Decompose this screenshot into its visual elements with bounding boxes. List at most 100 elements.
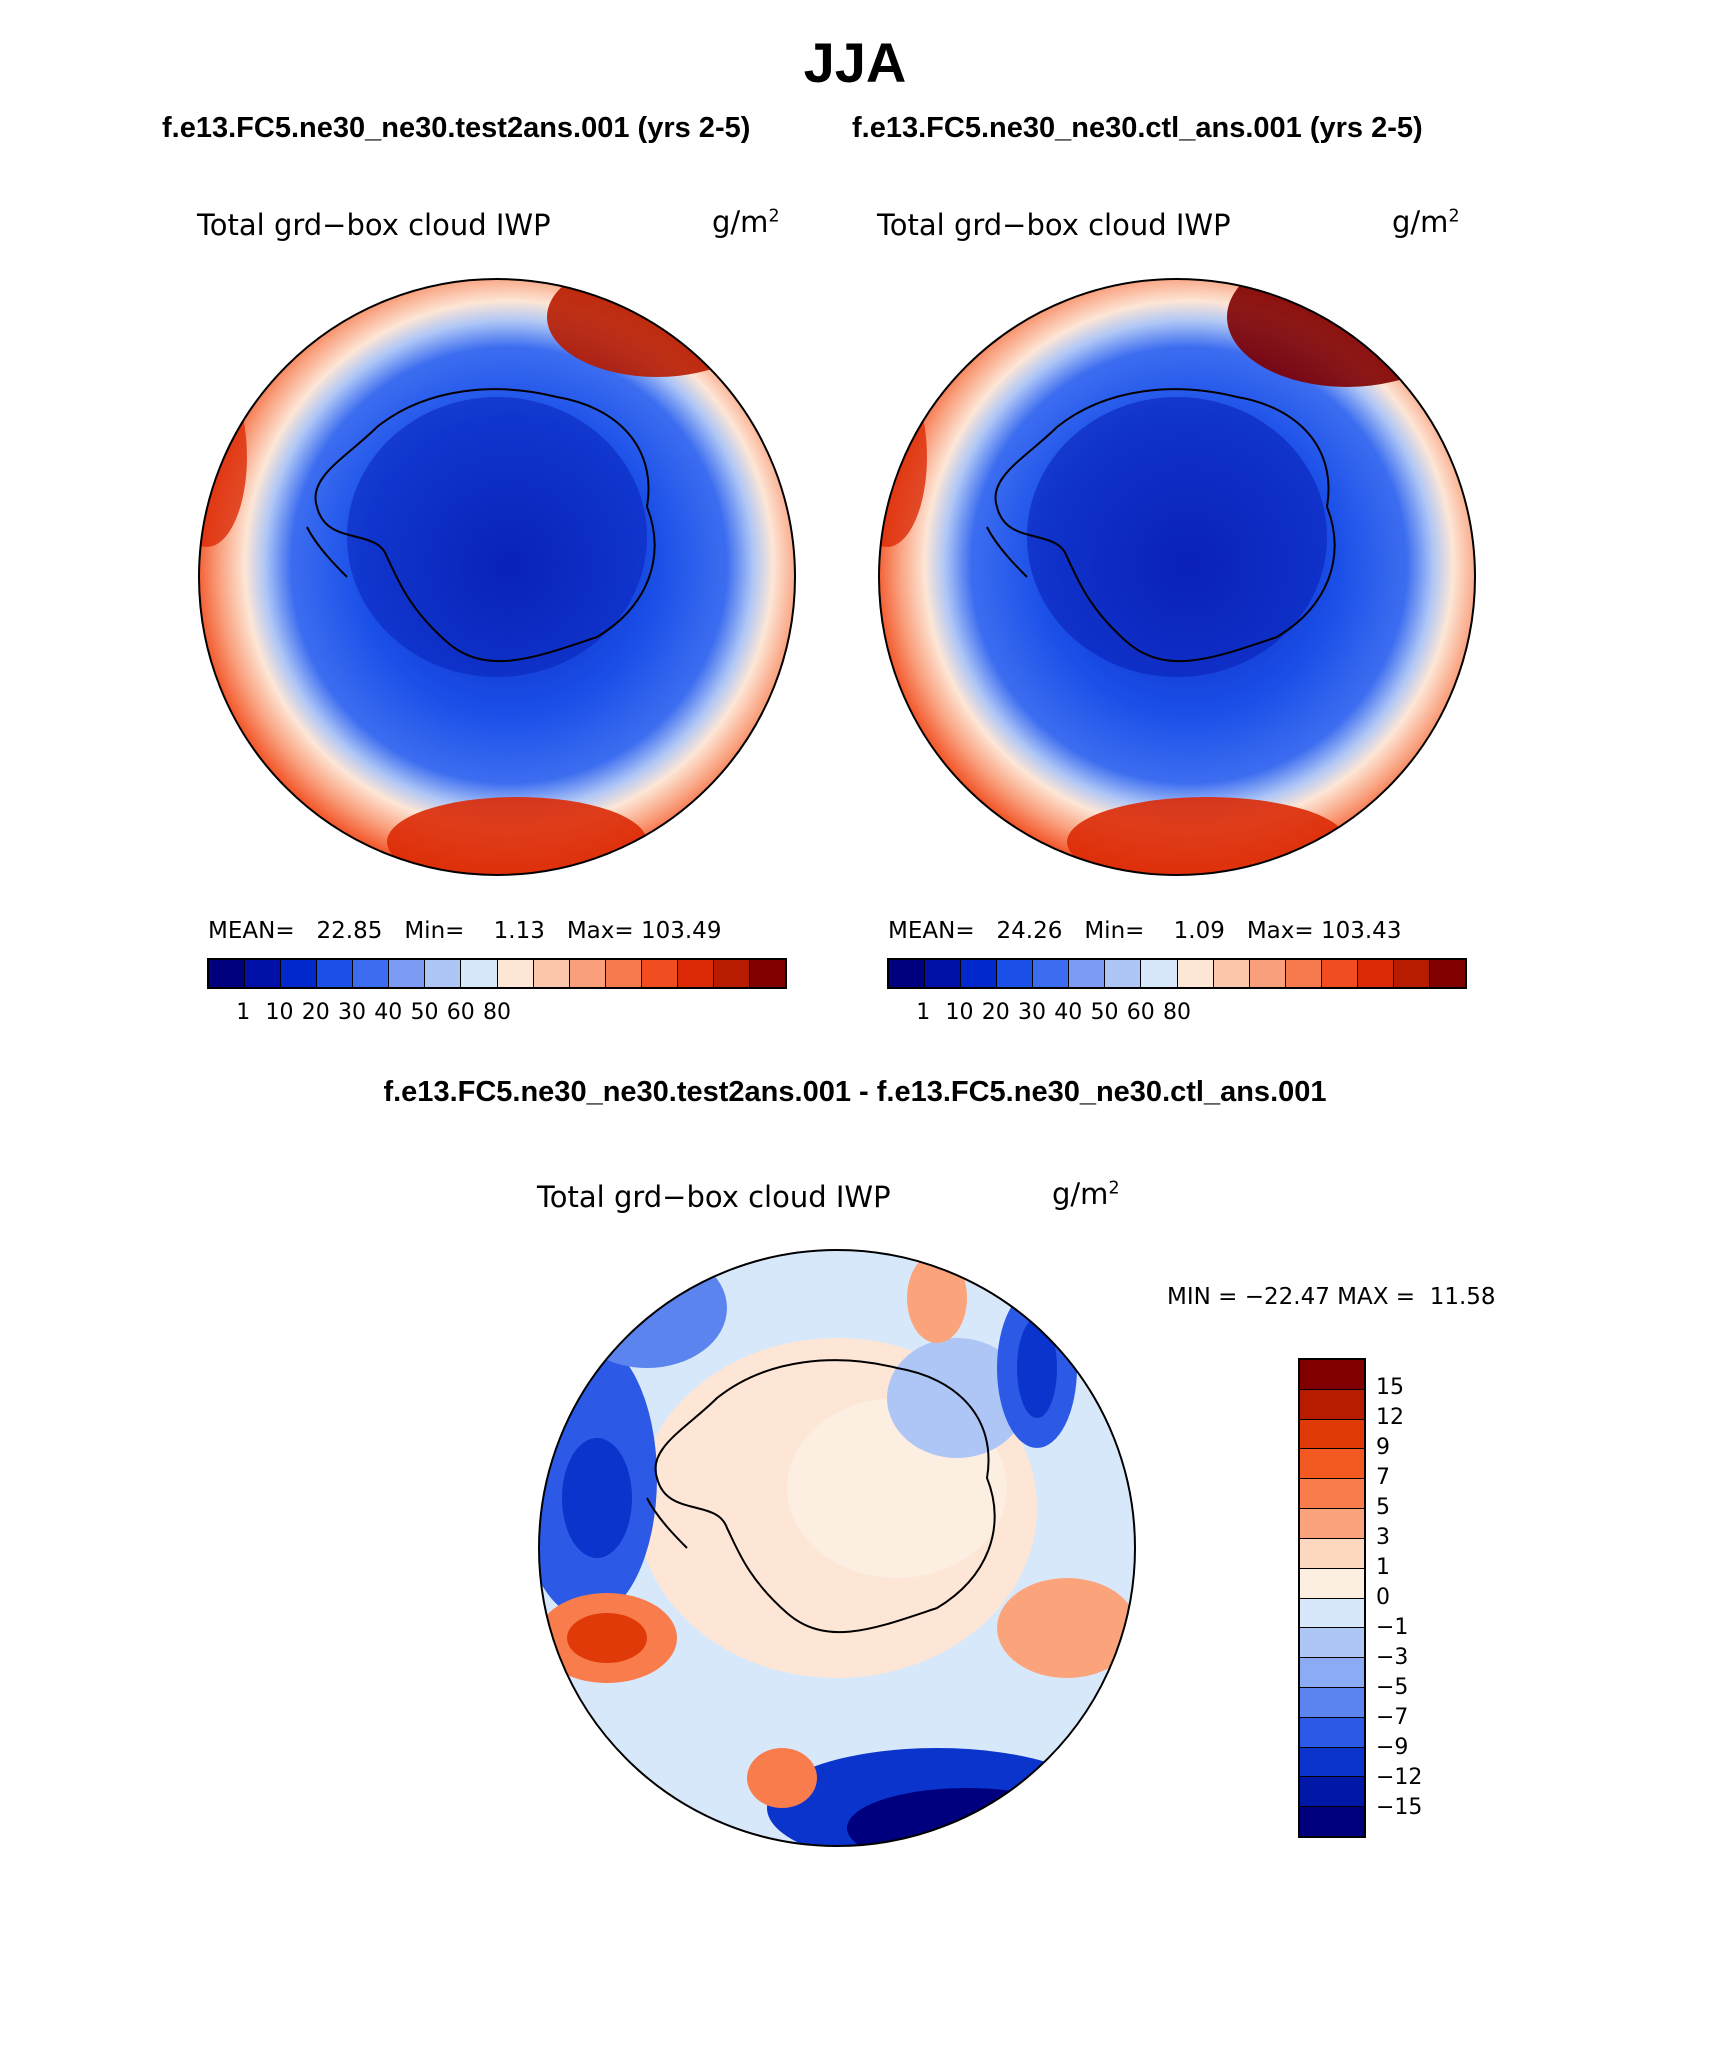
- ctl-colorbar-tick-label: 1: [916, 1000, 931, 1025]
- ctl-colorbar-tick-label: 30: [1018, 1000, 1046, 1025]
- diff-colorbar-swatch: [1300, 1628, 1364, 1659]
- ctl-colorbar-tick-label: 40: [1054, 1000, 1083, 1025]
- test-colorbar-tick-label: 80: [483, 1000, 511, 1025]
- diff-colorbar-tick-label: −9: [1376, 1735, 1409, 1760]
- ctl-colorbar-labels: 1 10 20 30 40 50 60 80: [887, 1000, 1467, 1030]
- ctl-polar-map: [878, 278, 1476, 876]
- diff-colorbar-tick-label: −7: [1376, 1705, 1409, 1730]
- ctl-colorbar-swatch: [1249, 960, 1286, 987]
- diff-colorbar-tick-label: −3: [1376, 1645, 1409, 1670]
- test-colorbar-swatch: [245, 960, 282, 987]
- diff-colorbar-swatch: [1300, 1717, 1364, 1748]
- test-colorbar-tick-label: 50: [410, 1000, 439, 1025]
- diff-colorbar-swatch: [1300, 1658, 1364, 1688]
- ctl-colorbar-swatch: [1141, 960, 1178, 987]
- diff-colorbar: [1298, 1358, 1366, 1838]
- ctl-colorbar-swatch: [997, 960, 1034, 987]
- ctl-colorbar-swatch: [1393, 960, 1430, 987]
- test-colorbar-tick-label: 1: [236, 1000, 251, 1025]
- test-units-label: g/m2: [712, 205, 780, 239]
- ctl-colorbar-tick-label: 50: [1090, 1000, 1119, 1025]
- ctl-units-label: g/m2: [1392, 205, 1460, 239]
- diff-colorbar-swatch: [1300, 1419, 1364, 1450]
- diff-units-label: g/m2: [1052, 1177, 1120, 1211]
- test-colorbar-swatch: [389, 960, 426, 987]
- test-colorbar-labels: 1 10 20 30 40 50 60 80: [207, 1000, 787, 1030]
- diff-colorbar-swatch: [1300, 1598, 1364, 1629]
- diff-colorbar-swatch: [1300, 1687, 1364, 1718]
- main-title: JJA: [803, 31, 907, 94]
- diff-coastline: [646, 1359, 996, 1634]
- diff-variable-label: Total grd−box cloud IWP: [537, 1180, 891, 1214]
- test-colorbar-swatch: [497, 960, 534, 987]
- ctl-colorbar-swatch: [1285, 960, 1322, 987]
- ctl-colorbar-tick-label: 10: [945, 1000, 974, 1025]
- diff-colorbar-tick-label: −15: [1376, 1795, 1423, 1820]
- test-colorbar-swatch: [317, 960, 354, 987]
- diff-colorbar-tick-label: 9: [1376, 1435, 1390, 1460]
- ctl-stats: MEAN= 24.26 Min= 1.09 Max= 103.43: [888, 918, 1402, 944]
- test-variable-label: Total grd−box cloud IWP: [197, 208, 551, 242]
- test-colorbar-tick-label: 20: [301, 1000, 330, 1025]
- test-colorbar-swatch: [533, 960, 570, 987]
- ctl-colorbar-swatch: [1321, 960, 1358, 987]
- test-colorbar-swatch: [461, 960, 498, 987]
- ctl-colorbar-swatch: [1105, 960, 1142, 987]
- diff-colorbar-swatch: [1300, 1807, 1364, 1836]
- diff-colorbar-tick-label: −1: [1376, 1615, 1409, 1640]
- test-colorbar-tick-label: 40: [374, 1000, 403, 1025]
- test-colorbar-swatch: [425, 960, 462, 987]
- test-colorbar-tick-label: 30: [338, 1000, 366, 1025]
- ctl-colorbar-swatch: [1177, 960, 1214, 987]
- ctl-coastline: [986, 388, 1336, 663]
- ctl-colorbar-swatch: [1429, 960, 1465, 987]
- diff-colorbar-tick-label: 3: [1376, 1525, 1390, 1550]
- diff-colorbar-tick-label: −12: [1376, 1765, 1423, 1790]
- ctl-colorbar-tick-label: 80: [1163, 1000, 1191, 1025]
- test-colorbar-swatch: [641, 960, 678, 987]
- case-ctl-title: f.e13.FC5.ne30_ne30.ctl_ans.001 (yrs 2-5…: [852, 112, 1423, 144]
- diff-colorbar-swatch: [1300, 1568, 1364, 1599]
- test-colorbar-swatch: [605, 960, 642, 987]
- diff-colorbar-tick-label: 15: [1376, 1375, 1404, 1400]
- diff-colorbar-tick-label: 5: [1376, 1495, 1390, 1520]
- ctl-colorbar-swatch: [1357, 960, 1394, 987]
- ctl-colorbar-swatch: [1069, 960, 1106, 987]
- diff-colorbar-swatch: [1300, 1509, 1364, 1539]
- diff-colorbar-swatch: [1300, 1389, 1364, 1420]
- test-colorbar-swatch: [749, 960, 785, 987]
- test-colorbar-swatch: [281, 960, 318, 987]
- case-test-title: f.e13.FC5.ne30_ne30.test2ans.001 (yrs 2-…: [162, 112, 751, 144]
- ctl-colorbar-tick-label: 60: [1126, 1000, 1155, 1025]
- test-stats: MEAN= 22.85 Min= 1.13 Max= 103.49: [208, 918, 722, 944]
- diff-colorbar-swatch: [1300, 1479, 1364, 1510]
- test-colorbar-tick-label: 60: [446, 1000, 475, 1025]
- diff-colorbar-tick-label: 12: [1376, 1405, 1404, 1430]
- test-colorbar-swatch: [677, 960, 714, 987]
- ctl-variable-label: Total grd−box cloud IWP: [877, 208, 1231, 242]
- test-colorbar: [207, 958, 787, 989]
- diff-title: f.e13.FC5.ne30_ne30.test2ans.001 - f.e13…: [383, 1076, 1327, 1108]
- diff-colorbar-tick-label: 0: [1376, 1585, 1390, 1610]
- diff-colorbar-swatch: [1300, 1777, 1364, 1808]
- test-colorbar-swatch: [209, 960, 246, 987]
- ctl-colorbar-swatch: [925, 960, 962, 987]
- diff-minmax: MIN = −22.47 MAX = 11.58: [1167, 1284, 1496, 1310]
- test-colorbar-swatch: [569, 960, 606, 987]
- ctl-colorbar-swatch: [961, 960, 998, 987]
- test-polar-map: [198, 278, 796, 876]
- diff-colorbar-tick-label: −5: [1376, 1675, 1409, 1700]
- test-colorbar-swatch: [713, 960, 750, 987]
- diff-polar-map: [538, 1249, 1136, 1847]
- test-colorbar-swatch: [353, 960, 390, 987]
- ctl-colorbar: [887, 958, 1467, 989]
- ctl-colorbar-tick-label: 20: [981, 1000, 1010, 1025]
- ctl-colorbar-swatch: [1213, 960, 1250, 987]
- diff-colorbar-labels: 15 12 9 7 5 3 1 0 −1 −3 −5 −7 −9 −12 −15: [1376, 1358, 1496, 1838]
- test-colorbar-tick-label: 10: [265, 1000, 294, 1025]
- ctl-colorbar-swatch: [1033, 960, 1070, 987]
- diff-colorbar-swatch: [1300, 1538, 1364, 1569]
- ctl-colorbar-swatch: [889, 960, 926, 987]
- diff-colorbar-swatch: [1300, 1747, 1364, 1778]
- diff-colorbar-swatch: [1300, 1360, 1364, 1390]
